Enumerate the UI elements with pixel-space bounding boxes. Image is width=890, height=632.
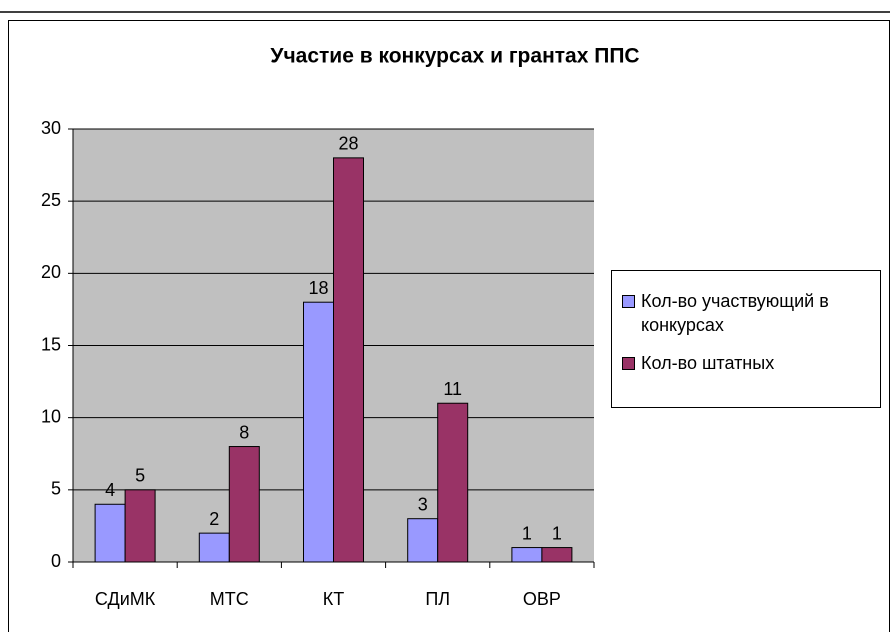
x-tick-label: ПЛ: [425, 589, 450, 609]
y-tick-label: 30: [41, 118, 61, 138]
bar: [228, 446, 260, 563]
x-tick-label: КТ: [323, 589, 344, 609]
legend-swatch: [622, 295, 635, 308]
y-tick-label: 20: [41, 262, 61, 282]
x-tick-label: МТС: [210, 589, 249, 609]
y-tick-label: 10: [41, 406, 61, 426]
legend-label: Кол-во участвующий в конкурсах: [641, 291, 829, 335]
data-label: 8: [239, 422, 249, 442]
data-label: 1: [552, 523, 562, 543]
legend-item: Кол-во участвующий в конкурсах: [622, 289, 880, 337]
data-label: 11: [443, 379, 462, 399]
bar: [541, 547, 573, 563]
bar: [333, 157, 364, 563]
bar: [437, 402, 469, 563]
bar: [303, 301, 334, 563]
y-tick-label: 0: [51, 551, 61, 571]
data-label: 2: [209, 509, 219, 529]
bar: [511, 547, 543, 563]
legend-swatch: [622, 357, 635, 370]
data-label: 5: [135, 466, 145, 486]
data-label: 1: [522, 523, 532, 543]
y-tick-label: 25: [41, 190, 61, 210]
bar: [124, 489, 156, 563]
legend-item: Кол-во штатных: [622, 351, 880, 375]
legend-label: Кол-во штатных: [641, 353, 775, 373]
data-label: 4: [105, 480, 115, 500]
legend: Кол-во участвующий в конкурсах Кол-во шта…: [611, 270, 881, 408]
x-tick-label: СДиМК: [95, 589, 156, 609]
y-tick-label: 5: [51, 479, 61, 499]
data-label: 28: [338, 134, 358, 154]
bar: [198, 532, 230, 563]
y-tick-label: 15: [41, 334, 61, 354]
bar: [407, 518, 439, 563]
data-label: 18: [308, 278, 328, 298]
data-label: 3: [418, 494, 428, 514]
bar: [94, 503, 126, 563]
chart-title: Участие в конкурсах и грантах ППС: [270, 45, 639, 68]
x-tick-label: ОВР: [523, 589, 561, 609]
